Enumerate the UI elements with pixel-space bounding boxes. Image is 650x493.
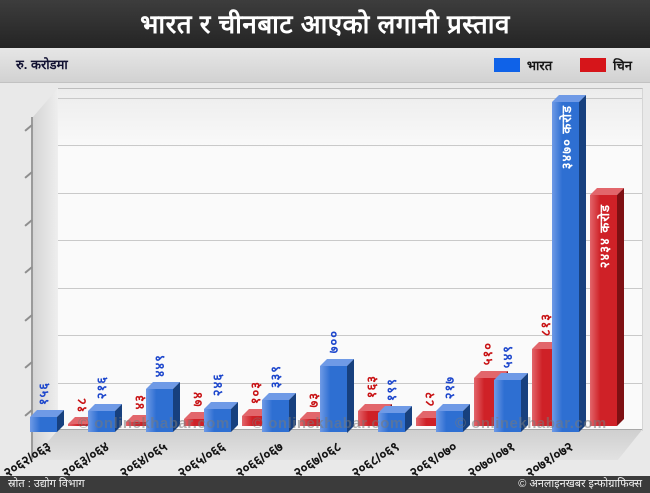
india-bar (436, 404, 470, 432)
bar-front-face (378, 413, 405, 432)
china-bar (590, 187, 624, 426)
india-bar (204, 401, 238, 432)
india-value-label: ३३९ (268, 364, 283, 388)
china-value-label: ७४ (190, 391, 205, 407)
watermark: © onlinekhabar.com (252, 415, 404, 432)
legend-item-india: भारत (493, 56, 553, 74)
gridline (58, 192, 642, 194)
bar-front-face (88, 411, 115, 432)
china-value-label: ७३ (306, 391, 321, 408)
china-value-label: ८२ (422, 390, 437, 407)
bar-side-face (231, 401, 238, 432)
china-value-label: २४३४ करोड (597, 203, 612, 269)
india-bar (30, 410, 64, 432)
chart-floor (32, 430, 642, 460)
bar-side-face (405, 406, 412, 432)
india-color-swatch (493, 58, 520, 72)
bar-front-face (436, 411, 463, 432)
legend-label-india: भारत (526, 58, 553, 73)
india-bar (262, 392, 296, 432)
footer-bar: स्रोत : उद्योग विभाग © अनलाइनखबर इन्फोग्… (0, 476, 650, 493)
china-bar (184, 411, 218, 426)
india-value-label: ५४९ (500, 344, 515, 368)
title-bar: भारत र चीनबाट आएको लगानी प्रस्ताव (0, 0, 650, 48)
gridline (58, 145, 642, 146)
bar-front-face (590, 194, 617, 426)
bar-front-face (126, 421, 153, 426)
bar-side-face (579, 95, 586, 432)
india-bar (552, 95, 586, 432)
china-value-label: १६३ (364, 375, 379, 399)
india-value-label: ४४९ (152, 354, 167, 378)
axis-wall (32, 88, 58, 460)
china-bar (416, 411, 450, 426)
india-value-label: २४६ (210, 373, 225, 397)
china-value-label: ८१३ (538, 313, 553, 337)
india-value-label: २१६ (94, 376, 109, 400)
gridline (58, 97, 642, 99)
x-axis-line (58, 429, 642, 430)
china-bar (68, 417, 102, 426)
china-bar (300, 412, 334, 426)
bar-front-face (146, 389, 173, 432)
india-bar (146, 382, 180, 432)
china-value-label: १८ (74, 396, 89, 413)
bar-front-face (300, 419, 327, 426)
gridline (58, 240, 642, 241)
bar-front-face (184, 418, 211, 426)
bar-side-face (617, 187, 624, 426)
y-axis-spine (31, 117, 33, 460)
watermark: © onlinekhabar.com (455, 415, 607, 432)
china-bar (126, 414, 160, 426)
china-color-swatch (580, 58, 607, 72)
gridline (58, 335, 642, 336)
india-value-label: ७०० (326, 330, 341, 354)
legend-label-china: चिन (613, 58, 632, 73)
india-bar (494, 372, 528, 432)
india-bar (378, 406, 412, 432)
india-value-label: १९९ (384, 377, 399, 402)
bar-front-face (242, 416, 269, 426)
gridline (58, 287, 642, 289)
bar-front-face (30, 417, 57, 432)
china-value-label: ४३ (132, 394, 147, 410)
india-bar (88, 404, 122, 432)
china-value-label: ५१० (480, 342, 495, 366)
india-value-label: १५६ (36, 381, 51, 406)
sub-bar: रु. करोडमा भारत चिन (0, 48, 650, 83)
bar-front-face (320, 365, 347, 432)
watermark: © onlinekhabar.com (78, 415, 230, 432)
credit-label: © अनलाइनखबर इन्फोग्राफिक्स (518, 478, 642, 490)
bar-front-face (552, 102, 579, 432)
bar-front-face (68, 424, 95, 426)
china-value-label: १०३ (248, 380, 263, 405)
legend: भारत चिन (493, 48, 632, 82)
legend-item-china: चिन (580, 56, 632, 74)
india-bar (320, 358, 354, 432)
india-value-label: २१७ (442, 376, 457, 400)
china-bar (242, 409, 276, 426)
unit-label: रु. करोडमा (16, 57, 68, 72)
bar-front-face (262, 399, 289, 432)
source-label: स्रोत : उद्योग विभाग (8, 478, 85, 490)
chart-title: भारत र चीनबाट आएको लगानी प्रस्ताव (140, 9, 510, 39)
india-value-label: ३४७० करोड (559, 105, 574, 170)
bar-front-face (416, 418, 443, 426)
bar-front-face (494, 379, 521, 432)
bar-front-face (204, 408, 231, 432)
